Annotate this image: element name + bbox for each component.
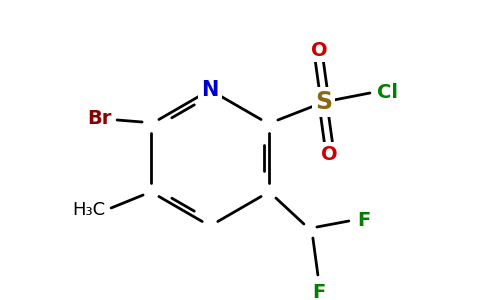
Text: F: F [312, 284, 326, 300]
Text: Cl: Cl [378, 82, 398, 101]
Text: S: S [316, 90, 333, 114]
Text: Br: Br [87, 110, 111, 128]
Text: O: O [311, 40, 327, 59]
Text: H₃C: H₃C [73, 201, 106, 219]
Text: F: F [357, 211, 371, 230]
Text: O: O [320, 145, 337, 164]
Text: N: N [201, 80, 219, 100]
